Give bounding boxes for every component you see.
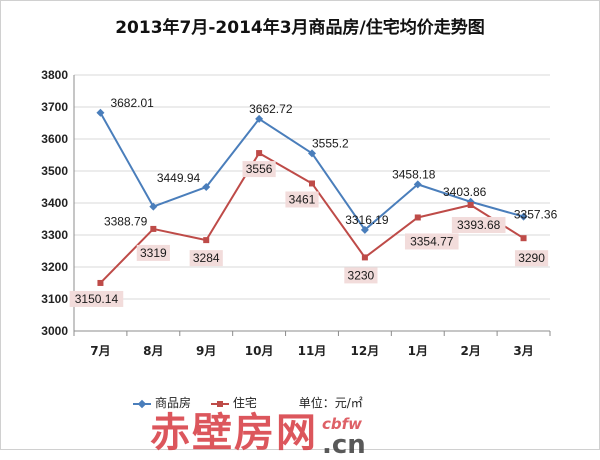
- unit-note: 单位：元/㎡: [298, 396, 363, 410]
- point-residential: [203, 237, 210, 244]
- y-tick-label: 3600: [41, 132, 68, 146]
- watermark-en-text: cbfw: [322, 415, 363, 433]
- y-tick-label: 3400: [41, 196, 68, 210]
- data-label-bg: [404, 233, 459, 250]
- x-tick-label: 12月: [351, 344, 380, 358]
- data-label-residential: 3319: [140, 246, 167, 260]
- legend-item-commercial: 商品房: [133, 394, 191, 411]
- legend-item-residential: 住宅: [210, 394, 257, 411]
- point-residential: [467, 202, 474, 209]
- point-residential: [256, 150, 263, 157]
- legend-swatch-commercial: [133, 399, 151, 408]
- data-label-commercial: 3388.79: [104, 215, 148, 229]
- data-label-commercial: 3449.94: [157, 171, 201, 185]
- data-labels: 3682.01 3388.79 3449.94 3662.72 3555.2 3316.1…: [69, 96, 558, 307]
- point-commercial: [413, 180, 422, 189]
- point-commercial: [519, 212, 528, 221]
- data-label-commercial: 3555.2: [312, 136, 349, 150]
- x-tick-label: 3月: [513, 344, 533, 358]
- point-commercial: [255, 114, 264, 123]
- y-tick-label: 3800: [41, 68, 68, 82]
- data-label-residential: 3230: [348, 268, 375, 282]
- data-label-commercial: 3682.01: [110, 96, 154, 110]
- legend-label-residential: 住宅: [232, 396, 257, 410]
- x-tick-label: 7月: [90, 344, 110, 358]
- line-chart: 3000 3100 3200 3300 3400 3500 3600 3700 3800 7月 8月…: [41, 68, 558, 358]
- data-label-commercial: 3316.19: [345, 213, 389, 227]
- data-label-residential: 3284: [193, 251, 220, 265]
- data-label-residential: 3393.68: [457, 218, 501, 232]
- data-label-bg: [285, 191, 319, 208]
- point-commercial: [308, 149, 316, 158]
- data-label-bg: [242, 161, 276, 178]
- watermark-domain-text: .cn: [322, 430, 366, 460]
- y-tick-label: 3300: [41, 228, 68, 242]
- y-tick-label: 3100: [41, 292, 68, 306]
- legend-swatch-residential: [210, 400, 229, 407]
- x-tick-label: 1月: [408, 344, 428, 358]
- data-label-bg: [451, 217, 506, 234]
- data-label-commercial: 3662.72: [249, 102, 293, 116]
- chart-title: 2013年7月-2014年3月商品房/住宅均价走势图: [115, 18, 485, 38]
- point-commercial: [96, 108, 105, 117]
- x-tick-label: 9月: [196, 344, 216, 358]
- legend-marker-square: [216, 400, 223, 407]
- y-tick-label: 3500: [41, 164, 68, 178]
- data-label-residential: 3290: [518, 251, 545, 265]
- data-label-bg: [189, 250, 223, 267]
- data-label-residential: 3461: [289, 192, 316, 206]
- y-tick-label: 3000: [41, 324, 68, 338]
- data-label-bg: [136, 244, 170, 261]
- data-label-residential: 3556: [246, 162, 273, 176]
- point-commercial: [149, 202, 158, 211]
- watermark-logo: 赤壁房网 cbfw .cn: [150, 400, 366, 458]
- point-commercial: [202, 183, 211, 192]
- data-label-residential: 3150.14: [75, 292, 119, 306]
- point-commercial: [360, 225, 369, 234]
- x-tick-label: 11月: [298, 344, 327, 358]
- point-residential: [97, 279, 104, 286]
- data-label-residential: 3354.77: [410, 234, 454, 248]
- watermark-main-text: 赤壁房网: [150, 410, 318, 456]
- legend-label-commercial: 商品房: [155, 396, 192, 410]
- point-residential: [414, 214, 421, 221]
- data-label-bg: [344, 267, 378, 284]
- watermark-side: cbfw .cn: [322, 415, 366, 460]
- point-residential: [520, 235, 527, 242]
- data-label-commercial: 3458.18: [392, 167, 436, 181]
- x-tick-label: 2月: [460, 344, 480, 358]
- point-residential: [361, 254, 368, 261]
- series-layer: [96, 108, 528, 286]
- y-tick-label: 3200: [41, 260, 68, 274]
- x-tick-label: 8月: [143, 344, 163, 358]
- data-label-bg: [69, 290, 124, 307]
- point-residential: [150, 225, 157, 232]
- data-label-bg: [514, 250, 549, 267]
- legend: 商品房 住宅 单位：元/㎡: [133, 394, 363, 410]
- data-label-commercial: 3403.86: [443, 185, 487, 199]
- legend-marker-diamond: [137, 399, 147, 408]
- axes: 3000 3100 3200 3300 3400 3500 3600 3700 3800 7月 8月…: [41, 68, 551, 358]
- point-residential: [309, 180, 315, 187]
- x-tick-label: 10月: [245, 344, 274, 358]
- data-label-commercial: 3357.36: [514, 208, 558, 222]
- y-tick-label: 3700: [41, 100, 68, 114]
